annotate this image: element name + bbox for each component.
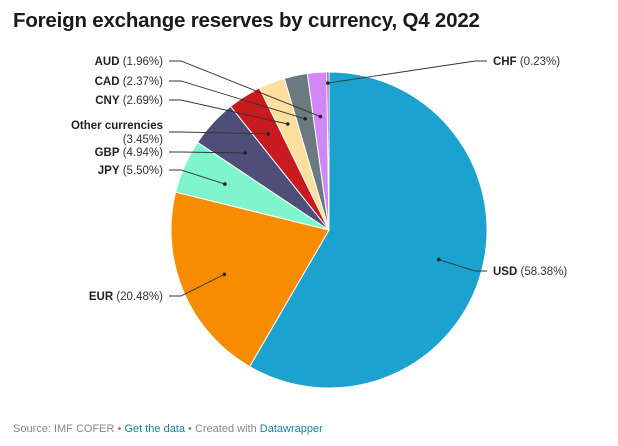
- leader-cad: [169, 80, 306, 120]
- get-data-link[interactable]: Get the data: [124, 423, 185, 435]
- leader-dot-eur: [222, 272, 227, 277]
- label-usd: USD (58.38%): [493, 266, 567, 278]
- leader-dot-other-currencies: [266, 132, 271, 136]
- footer: Source: IMF COFER • Get the data • Creat…: [13, 423, 323, 435]
- label-cad: CAD (2.37%): [95, 76, 164, 88]
- leader-gbp: [169, 151, 246, 154]
- label-other-currencies: Other currencies (3.45%): [71, 120, 163, 146]
- pie-slices: [170, 71, 488, 389]
- label-chf: CHF (0.23%): [493, 56, 560, 68]
- leader-dot-gbp: [243, 151, 247, 155]
- leader-lines: [169, 60, 487, 297]
- leader-usd: [438, 259, 487, 272]
- leader-cny: [169, 99, 288, 125]
- label-cny: CNY (2.69%): [95, 95, 163, 107]
- leader-jpy: [169, 169, 226, 185]
- label-gbp: GBP (4.94%): [95, 147, 164, 159]
- created-with-text: • Created with: [184, 423, 260, 435]
- label-aud: AUD (1.96%): [95, 56, 164, 68]
- slice-chf: [326, 71, 330, 231]
- leader-dot-jpy: [223, 182, 227, 186]
- leader-dot-aud: [318, 114, 323, 119]
- source-text: Source: IMF COFER: [13, 423, 115, 435]
- leader-dot-cny: [286, 122, 290, 126]
- leader-dot-cad: [303, 117, 307, 121]
- leader-dot-usd: [437, 257, 441, 262]
- slice-labels: USD (58.38%) EUR (20.48%) JPY (5.50%) GBP (…: [71, 56, 567, 303]
- slice-eur: [170, 191, 330, 368]
- label-eur: EUR (20.48%): [89, 291, 163, 303]
- datawrapper-link[interactable]: Datawrapper: [259, 423, 323, 435]
- leader-chf: [327, 60, 487, 84]
- label-jpy: JPY (5.50%): [98, 165, 163, 177]
- leader-aud: [169, 60, 321, 118]
- leader-eur: [169, 273, 225, 297]
- footer-separator: •: [114, 423, 125, 435]
- leader-other-currencies: [169, 131, 269, 135]
- chart-title: Foreign exchange reserves by currency, Q…: [13, 9, 480, 32]
- leader-dot-chf: [326, 81, 330, 85]
